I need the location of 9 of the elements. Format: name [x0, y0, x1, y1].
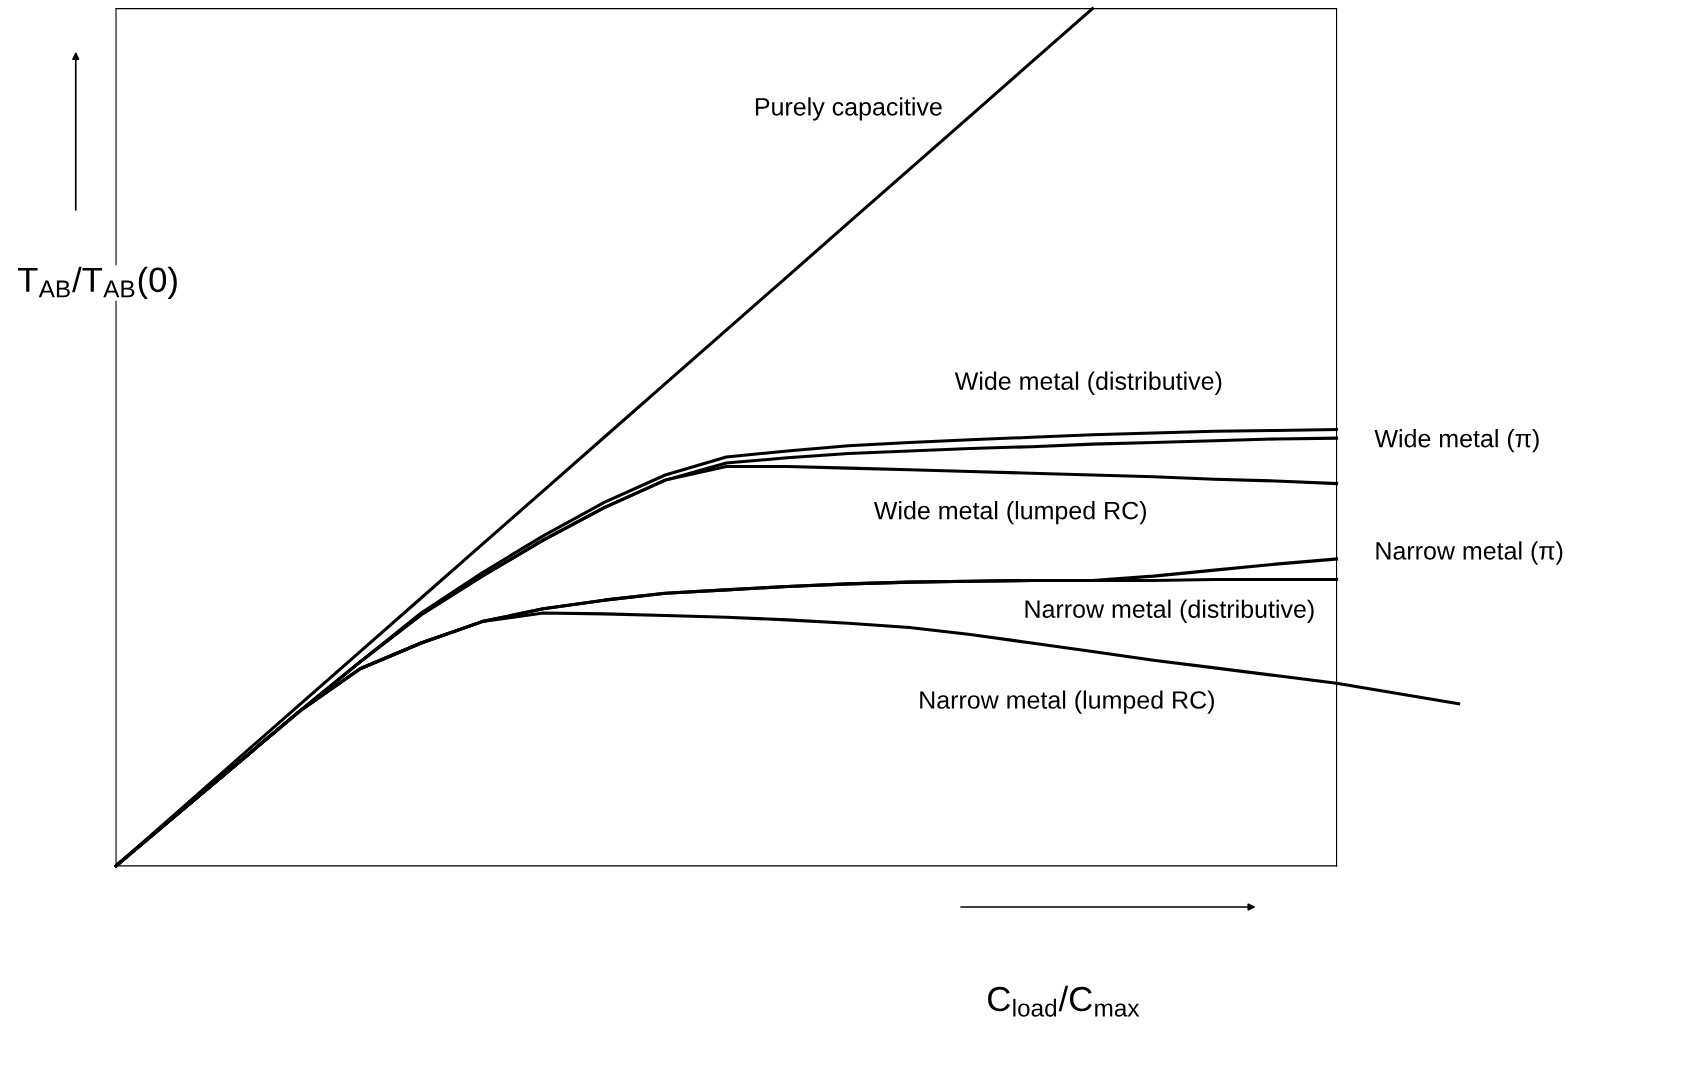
series-label: Wide metal (lumped RC)	[873, 501, 1146, 525]
y-axis-title: T$_{AB}$/T$_{AB}$(0)	[17, 266, 177, 299]
series-label: Narrow metal (distributive)	[1025, 599, 1314, 623]
series-label: Wide metal (distributive)	[954, 371, 1222, 395]
series-label: Purely capacitive	[755, 97, 942, 121]
series-label: Narrow metal (π)	[1376, 541, 1563, 565]
x-axis-title: C$_{load}$/C$_{max}$	[988, 985, 1140, 1017]
series-label: Wide metal (π)	[1374, 429, 1539, 453]
series-label: Narrow metal (lumped RC)	[920, 690, 1214, 714]
